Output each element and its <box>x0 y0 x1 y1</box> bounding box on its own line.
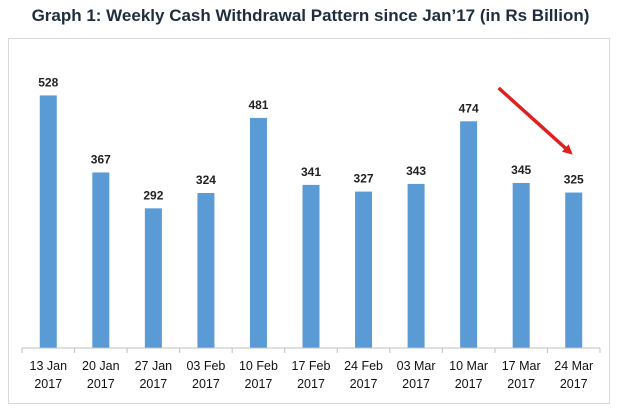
x-tick-label: 24 Feb 2017 <box>344 359 383 391</box>
x-tick-year: 2017 <box>507 377 535 391</box>
data-label: 343 <box>406 164 426 178</box>
x-tick-label: 03 Mar 2017 <box>397 359 436 391</box>
data-label: 341 <box>301 165 321 179</box>
data-label: 474 <box>459 101 479 115</box>
x-tick-year: 2017 <box>560 377 588 391</box>
bar <box>407 183 425 348</box>
data-label: 367 <box>91 152 111 166</box>
chart-title: Graph 1: Weekly Cash Withdrawal Pattern … <box>31 6 590 25</box>
x-tick-label: 10 Feb 2017 <box>239 359 278 391</box>
x-tick-label: 03 Feb 2017 <box>186 359 225 391</box>
x-tick-date: 17 Mar <box>502 359 541 373</box>
x-tick-date: 24 Feb <box>344 359 383 373</box>
x-tick-date: 20 Jan <box>82 359 120 373</box>
x-tick-date: 17 Feb <box>292 359 331 373</box>
bar <box>144 208 162 348</box>
data-label: 528 <box>38 75 58 89</box>
x-tick-date: 10 Mar <box>449 359 488 373</box>
x-tick-year: 2017 <box>139 377 167 391</box>
bar <box>249 117 267 349</box>
x-tick-year: 2017 <box>192 377 220 391</box>
x-tick-year: 2017 <box>350 377 378 391</box>
x-tick-label: 17 Feb 2017 <box>292 359 331 391</box>
x-tick-year: 2017 <box>402 377 430 391</box>
x-tick-date: 03 Feb <box>186 359 225 373</box>
x-tick-label: 20 Jan 2017 <box>82 359 120 391</box>
x-tick-year: 2017 <box>87 377 115 391</box>
x-tick-year: 2017 <box>34 377 62 391</box>
bar <box>460 121 478 349</box>
data-label: 324 <box>196 173 216 187</box>
bar <box>355 191 373 348</box>
x-tick-year: 2017 <box>455 377 483 391</box>
x-tick-label: 13 Jan 2017 <box>30 359 68 391</box>
data-label: 345 <box>511 163 531 177</box>
x-tick-date: 27 Jan <box>135 359 173 373</box>
x-tick-label: 10 Mar 2017 <box>449 359 488 391</box>
x-tick-label: 27 Jan 2017 <box>135 359 173 391</box>
data-label: 481 <box>248 98 268 112</box>
x-tick-date: 24 Mar <box>554 359 593 373</box>
x-tick-date: 10 Feb <box>239 359 278 373</box>
bar <box>92 172 110 348</box>
bar <box>39 95 57 348</box>
x-tick-date: 03 Mar <box>397 359 436 373</box>
bar <box>512 182 530 348</box>
x-tick-label: 24 Mar 2017 <box>554 359 593 391</box>
data-label: 292 <box>143 188 163 202</box>
bar <box>302 184 320 348</box>
data-label: 327 <box>354 172 374 186</box>
x-tick-year: 2017 <box>297 377 325 391</box>
x-tick-label: 17 Mar 2017 <box>502 359 541 391</box>
bar <box>197 193 215 348</box>
x-tick-year: 2017 <box>245 377 273 391</box>
bar <box>565 192 583 348</box>
data-label: 325 <box>564 173 584 187</box>
chart-frame <box>8 38 610 404</box>
x-tick-date: 13 Jan <box>30 359 68 373</box>
trend-arrow <box>497 86 573 155</box>
